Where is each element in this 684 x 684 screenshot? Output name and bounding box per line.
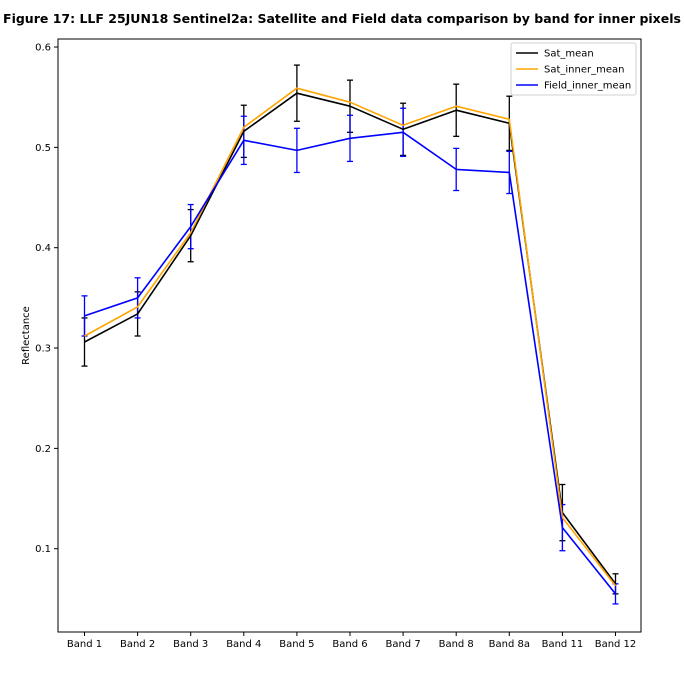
- y-axis-label: Reflectance: [21, 306, 32, 365]
- x-tick-label: Band 1: [67, 639, 102, 650]
- legend-label: Sat_mean: [544, 49, 594, 60]
- x-tick-label: Band 5: [279, 639, 314, 650]
- series-line: [84, 131, 617, 595]
- y-tick-label: 0.6: [35, 43, 51, 54]
- x-tick-label: Band 12: [595, 639, 637, 650]
- x-tick-label: Band 8: [439, 639, 474, 650]
- x-tick-label: Band 3: [173, 639, 208, 650]
- x-tick-label: Band 7: [385, 639, 420, 650]
- legend-box: [510, 42, 637, 96]
- x-tick-label: Band 11: [542, 639, 584, 650]
- y-tick-label: 0.1: [35, 544, 51, 555]
- legend-label: Field_inner_mean: [544, 81, 631, 92]
- x-tick-label: Band 8a: [489, 639, 530, 650]
- y-tick-label: 0.5: [35, 143, 51, 154]
- y-tick-label: 0.3: [35, 344, 51, 355]
- series-line: [84, 87, 617, 587]
- x-tick-label: Band 2: [120, 639, 155, 650]
- y-tick-label: 0.4: [35, 243, 51, 254]
- y-tick-label: 0.2: [35, 444, 51, 455]
- legend-label: Sat_inner_mean: [544, 65, 624, 76]
- plot-area: [57, 38, 642, 633]
- x-tick-label: Band 6: [332, 639, 367, 650]
- chart-title: Figure 17: LLF 25JUN18 Sentinel2a: Satel…: [3, 11, 681, 26]
- x-tick-label: Band 4: [226, 639, 261, 650]
